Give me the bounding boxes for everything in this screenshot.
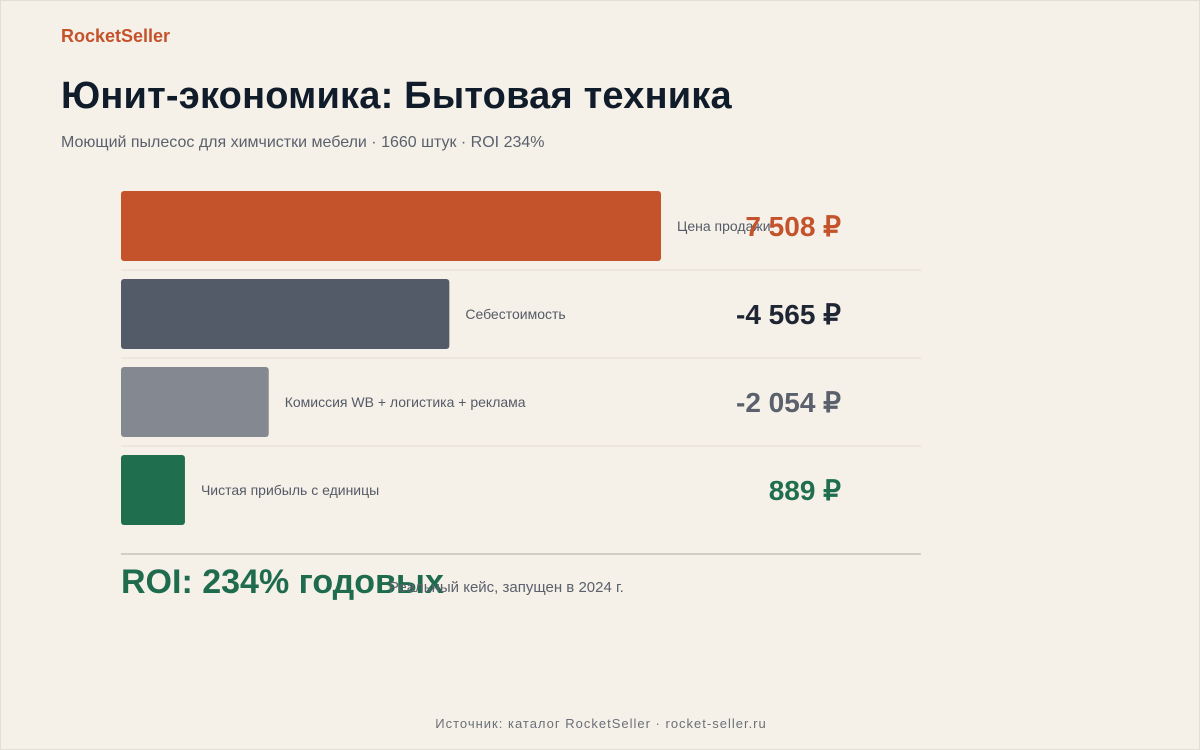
bar-value-2: -4 565 ₽ [736,299,841,330]
bar-value-3: -2 054 ₽ [736,387,841,418]
bar-2 [121,279,450,349]
page-subtitle: Моющий пылесос для химчистки мебели · 16… [61,134,545,151]
bar-label-2: Себестоимость [465,306,565,322]
roi-summary: ROI: 234% годовых [121,563,444,601]
bar-value-1: 7 508 ₽ [745,211,841,242]
source-footer: Источник: каталог RocketSeller · rocket-… [435,716,767,731]
bar-4 [121,455,185,525]
case-note: Реальный кейс, запущен в 2024 г. [389,579,624,596]
bar-3 [121,367,269,437]
bar-1 [121,191,661,261]
brand-logo-text: RocketSeller [61,26,171,46]
bar-label-1: Цена продажи [677,218,771,234]
bar-label-4: Чистая прибыль с единицы [201,482,379,498]
bar-value-4: 889 ₽ [769,475,841,506]
page-title: Юнит-экономика: Бытовая техника [61,75,732,117]
bar-label-3: Комиссия WB + логистика + реклама [285,394,526,410]
